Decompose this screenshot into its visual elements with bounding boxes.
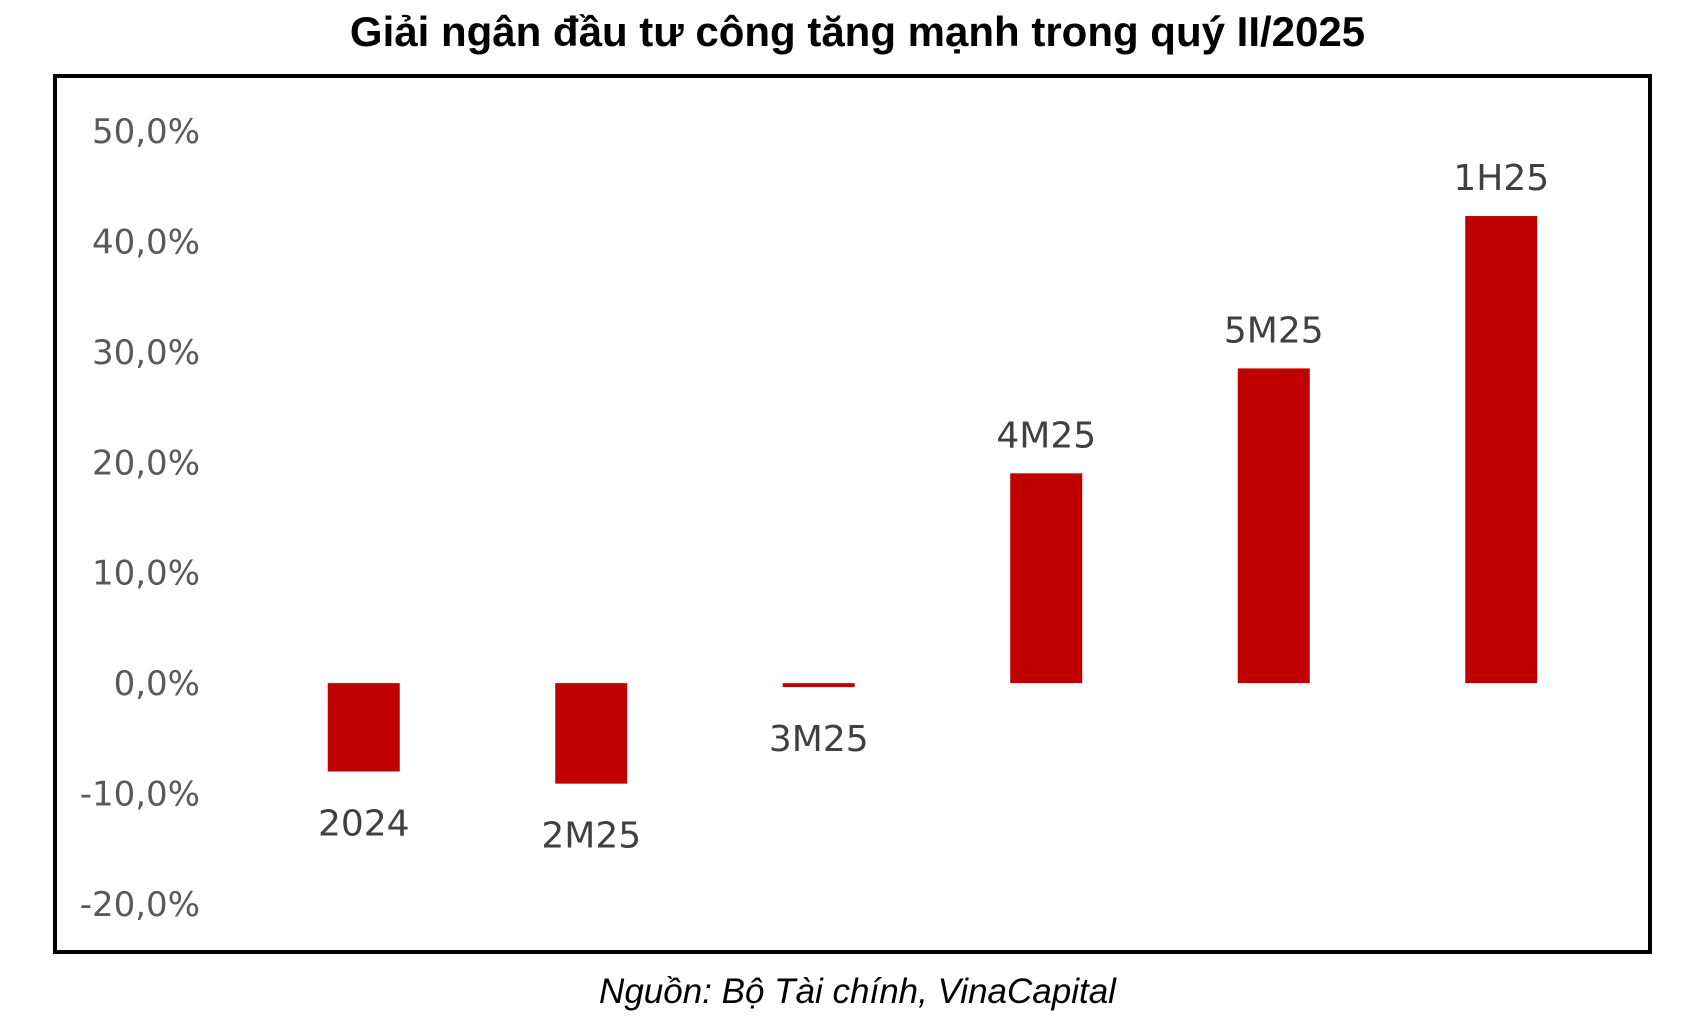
chart-source: Nguồn: Bộ Tài chính, VinaCapital <box>599 972 1116 1011</box>
y-tick-label: -10,0% <box>80 775 200 815</box>
bar-1h25 <box>1465 216 1538 684</box>
chart-frame <box>53 74 1652 954</box>
bar-4m25 <box>1010 473 1083 684</box>
y-tick-label: 10,0% <box>92 554 200 594</box>
bars-group <box>327 216 1538 784</box>
y-axis-ticks: 50,0% 40,0% 30,0% 20,0% 10,0% 0,0% -10,0% -20,0… <box>80 112 200 925</box>
y-tick-label: 0,0% <box>114 664 200 704</box>
y-tick-label: 50,0% <box>92 112 200 152</box>
data-label-2024: 2024 <box>318 803 410 844</box>
bar-2024 <box>327 683 400 772</box>
bar-2m25 <box>555 683 628 784</box>
y-tick-label: -20,0% <box>80 885 200 925</box>
y-tick-label: 30,0% <box>92 333 200 373</box>
y-tick-label: 20,0% <box>92 443 200 483</box>
bar-5m25 <box>1237 368 1310 684</box>
chart-title: Giải ngân đầu tư công tăng mạnh trong qu… <box>349 8 1366 55</box>
y-tick-label: 40,0% <box>92 222 200 262</box>
data-label-4m25: 4M25 <box>996 415 1096 456</box>
data-label-1h25: 1H25 <box>1453 158 1549 199</box>
bar-3m25 <box>782 683 855 688</box>
data-label-2m25: 2M25 <box>541 816 641 857</box>
data-label-5m25: 5M25 <box>1224 310 1324 351</box>
data-labels-group: 2024 2M25 3M25 4M25 5M25 1H25 <box>318 158 1549 857</box>
data-label-3m25: 3M25 <box>769 719 869 760</box>
